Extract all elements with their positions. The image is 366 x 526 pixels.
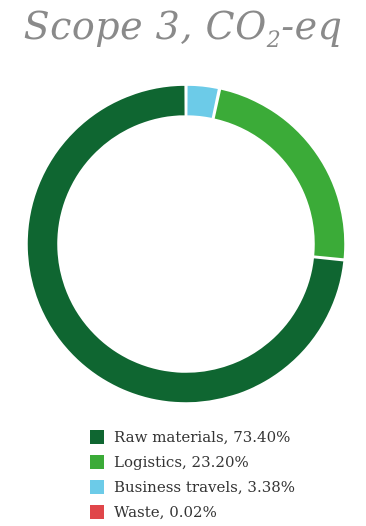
legend-item-logistics: Logistics, 23.20% [90,449,295,474]
legend-label-raw-materials: Raw materials, 73.40% [114,427,291,446]
chart-title-suffix: -eq [281,4,343,48]
donut-slice-business-travels [185,84,220,120]
legend-label-waste: Waste, 0.02% [114,502,217,521]
legend-item-raw-materials: Raw materials, 73.40% [90,424,295,449]
legend-swatch-waste [90,504,104,519]
legend-swatch-raw-materials [90,429,104,444]
donut-chart [26,84,346,404]
legend: Raw materials, 73.40% Logistics, 23.20% … [90,424,295,524]
chart-title: Scope 3, CO2-eq [0,4,366,53]
legend-item-waste: Waste, 0.02% [90,499,295,524]
donut-slice-logistics [212,87,346,260]
legend-swatch-logistics [90,454,104,469]
legend-label-business-travels: Business travels, 3.38% [114,477,296,496]
chart-title-subscript: 2 [266,28,282,53]
donut-slice-raw-materials [26,84,345,404]
legend-label-logistics: Logistics, 23.20% [114,452,249,471]
legend-swatch-business-travels [90,479,104,494]
chart-title-main: Scope 3, CO [23,4,267,48]
legend-item-business-travels: Business travels, 3.38% [90,474,295,499]
